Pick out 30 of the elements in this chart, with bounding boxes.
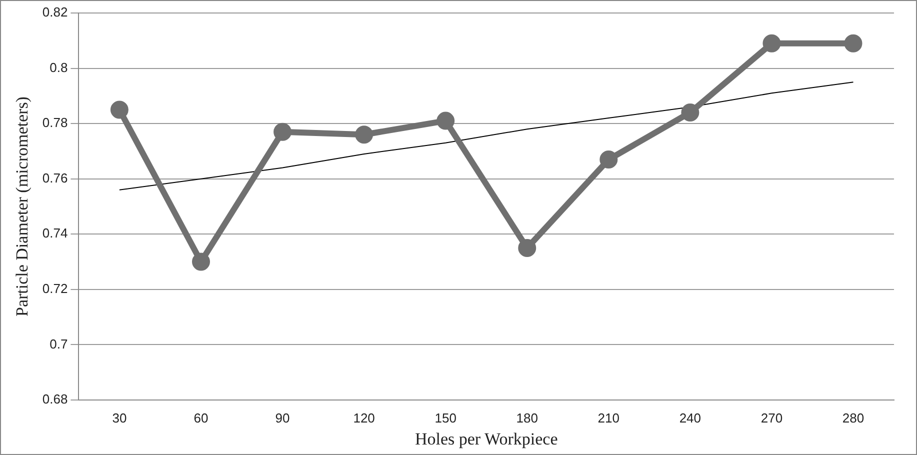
y-tick-label: 0.68 [42,392,68,407]
x-tick-label: 270 [760,410,783,426]
point [192,252,210,271]
y-tick-label: 0.74 [42,226,68,241]
y-tick-label: 0.7 [50,336,68,352]
point [600,150,618,169]
x-tick-label: 150 [434,410,456,426]
x-tick-label: 90 [275,410,290,426]
y-tick-label: 0.78 [42,115,68,130]
x-tick-label: 240 [679,410,702,426]
x-tick-label: 180 [516,410,538,426]
x-tick-label: 30 [112,410,127,426]
point [436,112,455,130]
y-tick-label: 0.82 [42,4,68,20]
x-axis-title: Holes per Workpiece [414,429,558,448]
x-tick-label: 210 [598,410,620,426]
x-tick-label: 60 [194,410,208,426]
x-tick-label: 120 [353,410,375,426]
point [274,122,292,141]
y-tick-label: 0.72 [42,281,68,296]
x-tick-label: 280 [842,410,864,426]
point [844,34,862,52]
point [681,104,700,122]
point [355,126,374,144]
y-tick-label: 0.8 [50,60,68,75]
y-axis-title: Particle Diameter (micrometers) [12,96,32,316]
point [762,34,781,52]
y-tick-label: 0.76 [42,170,68,186]
point [518,238,536,257]
point [110,100,128,119]
